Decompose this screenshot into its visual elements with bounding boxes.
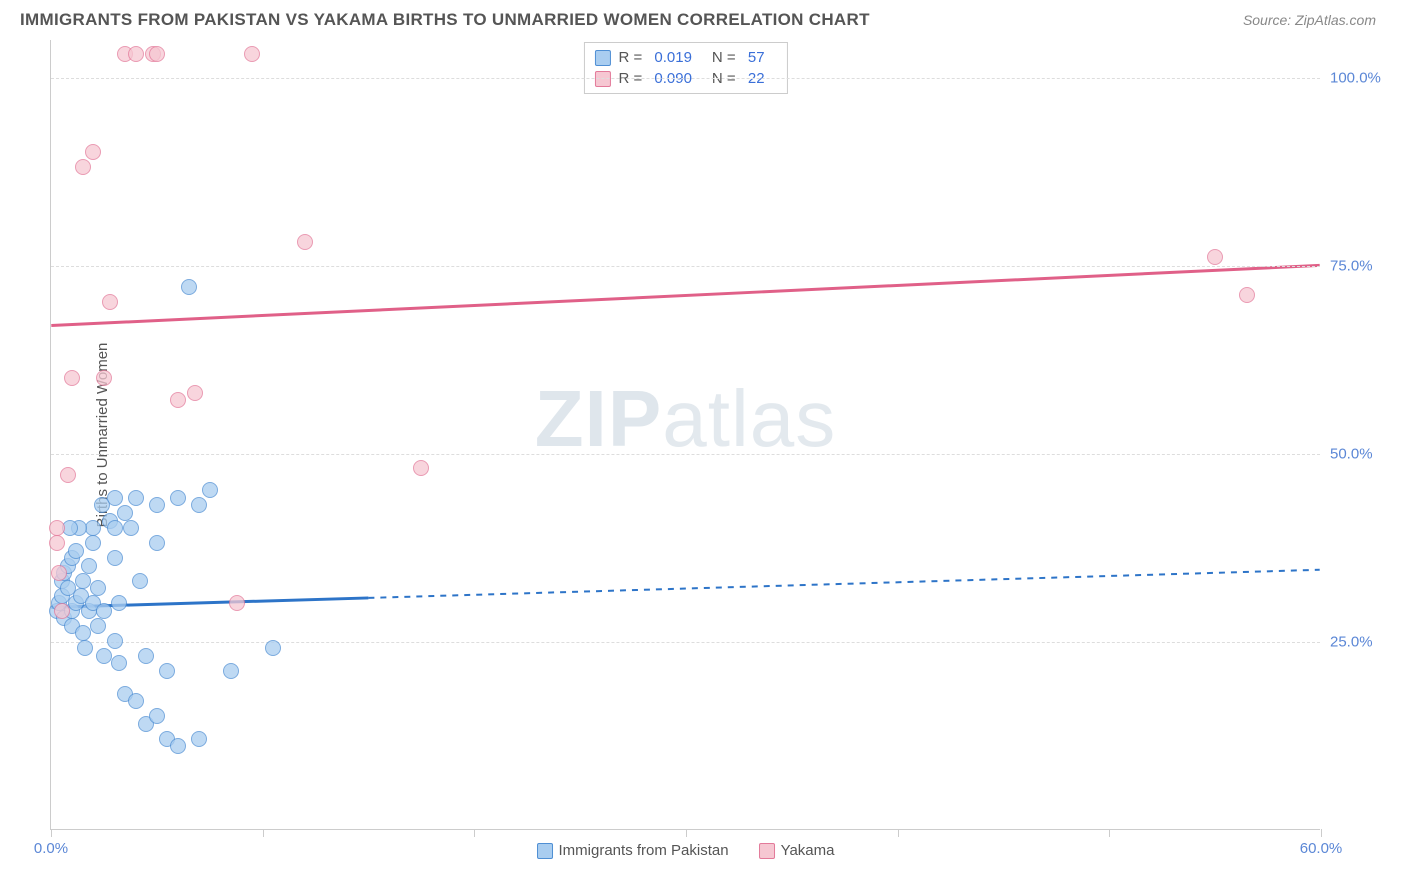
scatter-marker — [107, 633, 123, 649]
scatter-marker — [107, 550, 123, 566]
trend-line-dashed — [368, 570, 1319, 598]
scatter-marker — [132, 573, 148, 589]
scatter-marker — [107, 520, 123, 536]
scatter-marker — [202, 482, 218, 498]
scatter-marker — [128, 46, 144, 62]
scatter-marker — [223, 663, 239, 679]
scatter-marker — [187, 385, 203, 401]
scatter-marker — [1207, 249, 1223, 265]
chart-container: Births to Unmarried Women ZIPatlas R = 0… — [50, 40, 1390, 830]
legend-series-item: Yakama — [759, 842, 835, 859]
scatter-marker — [75, 573, 91, 589]
legend-swatch — [759, 843, 775, 859]
legend-n-value: 57 — [748, 49, 765, 66]
scatter-marker — [191, 731, 207, 747]
y-tick-label: 50.0% — [1330, 445, 1390, 462]
x-tick — [474, 829, 475, 837]
scatter-marker — [85, 535, 101, 551]
scatter-marker — [191, 497, 207, 513]
legend-n-label: N = — [712, 49, 740, 66]
x-tick — [263, 829, 264, 837]
legend-series-item: Immigrants from Pakistan — [537, 842, 729, 859]
watermark: ZIPatlas — [535, 373, 836, 465]
scatter-marker — [85, 144, 101, 160]
header: IMMIGRANTS FROM PAKISTAN VS YAKAMA BIRTH… — [0, 0, 1406, 35]
legend-correlation-row: R = 0.019 N = 57 — [594, 47, 776, 68]
legend-series-label: Yakama — [781, 842, 835, 859]
trend-lines-svg — [51, 40, 1320, 829]
source-attribution: Source: ZipAtlas.com — [1243, 12, 1376, 28]
scatter-marker — [49, 535, 65, 551]
legend-swatch — [537, 843, 553, 859]
chart-title: IMMIGRANTS FROM PAKISTAN VS YAKAMA BIRTH… — [20, 10, 870, 30]
scatter-marker — [75, 159, 91, 175]
scatter-marker — [51, 565, 67, 581]
scatter-marker — [75, 625, 91, 641]
gridline-h — [51, 642, 1320, 643]
scatter-marker — [123, 520, 139, 536]
scatter-marker — [297, 234, 313, 250]
y-tick-label: 25.0% — [1330, 633, 1390, 650]
trend-line-solid — [51, 265, 1319, 325]
x-tick — [1321, 829, 1322, 837]
gridline-h — [51, 78, 1320, 79]
scatter-marker — [1239, 287, 1255, 303]
scatter-marker — [81, 558, 97, 574]
scatter-marker — [170, 490, 186, 506]
scatter-marker — [111, 655, 127, 671]
scatter-marker — [170, 392, 186, 408]
scatter-marker — [149, 497, 165, 513]
scatter-marker — [68, 543, 84, 559]
scatter-marker — [96, 603, 112, 619]
scatter-marker — [229, 595, 245, 611]
scatter-marker — [265, 640, 281, 656]
scatter-marker — [149, 708, 165, 724]
scatter-marker — [49, 520, 65, 536]
scatter-marker — [149, 46, 165, 62]
scatter-marker — [96, 648, 112, 664]
scatter-marker — [159, 663, 175, 679]
legend-r-value: 0.019 — [654, 49, 692, 66]
legend-series-label: Immigrants from Pakistan — [559, 842, 729, 859]
gridline-h — [51, 266, 1320, 267]
scatter-marker — [107, 490, 123, 506]
x-tick-label: 0.0% — [34, 840, 68, 857]
legend-swatch — [594, 50, 610, 66]
scatter-marker — [85, 520, 101, 536]
gridline-h — [51, 454, 1320, 455]
scatter-marker — [102, 294, 118, 310]
legend-series: Immigrants from Pakistan Yakama — [537, 842, 835, 859]
scatter-marker — [64, 370, 80, 386]
scatter-marker — [60, 467, 76, 483]
legend-correlation: R = 0.019N = 57R = 0.090N = 22 — [583, 42, 787, 94]
x-tick — [1109, 829, 1110, 837]
legend-r-label: R = — [618, 49, 646, 66]
plot-area: ZIPatlas R = 0.019N = 57R = 0.090N = 22 … — [50, 40, 1320, 830]
scatter-marker — [149, 535, 165, 551]
scatter-marker — [413, 460, 429, 476]
scatter-marker — [170, 738, 186, 754]
scatter-marker — [181, 279, 197, 295]
x-tick — [898, 829, 899, 837]
scatter-marker — [111, 595, 127, 611]
scatter-marker — [128, 490, 144, 506]
scatter-marker — [117, 505, 133, 521]
scatter-marker — [244, 46, 260, 62]
scatter-marker — [90, 580, 106, 596]
watermark-thin: atlas — [662, 374, 836, 463]
x-tick — [686, 829, 687, 837]
y-tick-label: 75.0% — [1330, 257, 1390, 274]
watermark-bold: ZIP — [535, 374, 662, 463]
x-tick-label: 60.0% — [1300, 840, 1343, 857]
scatter-marker — [54, 603, 70, 619]
y-tick-label: 100.0% — [1330, 69, 1390, 86]
scatter-marker — [96, 370, 112, 386]
scatter-marker — [138, 648, 154, 664]
x-tick — [51, 829, 52, 837]
scatter-marker — [90, 618, 106, 634]
scatter-marker — [77, 640, 93, 656]
scatter-marker — [128, 693, 144, 709]
